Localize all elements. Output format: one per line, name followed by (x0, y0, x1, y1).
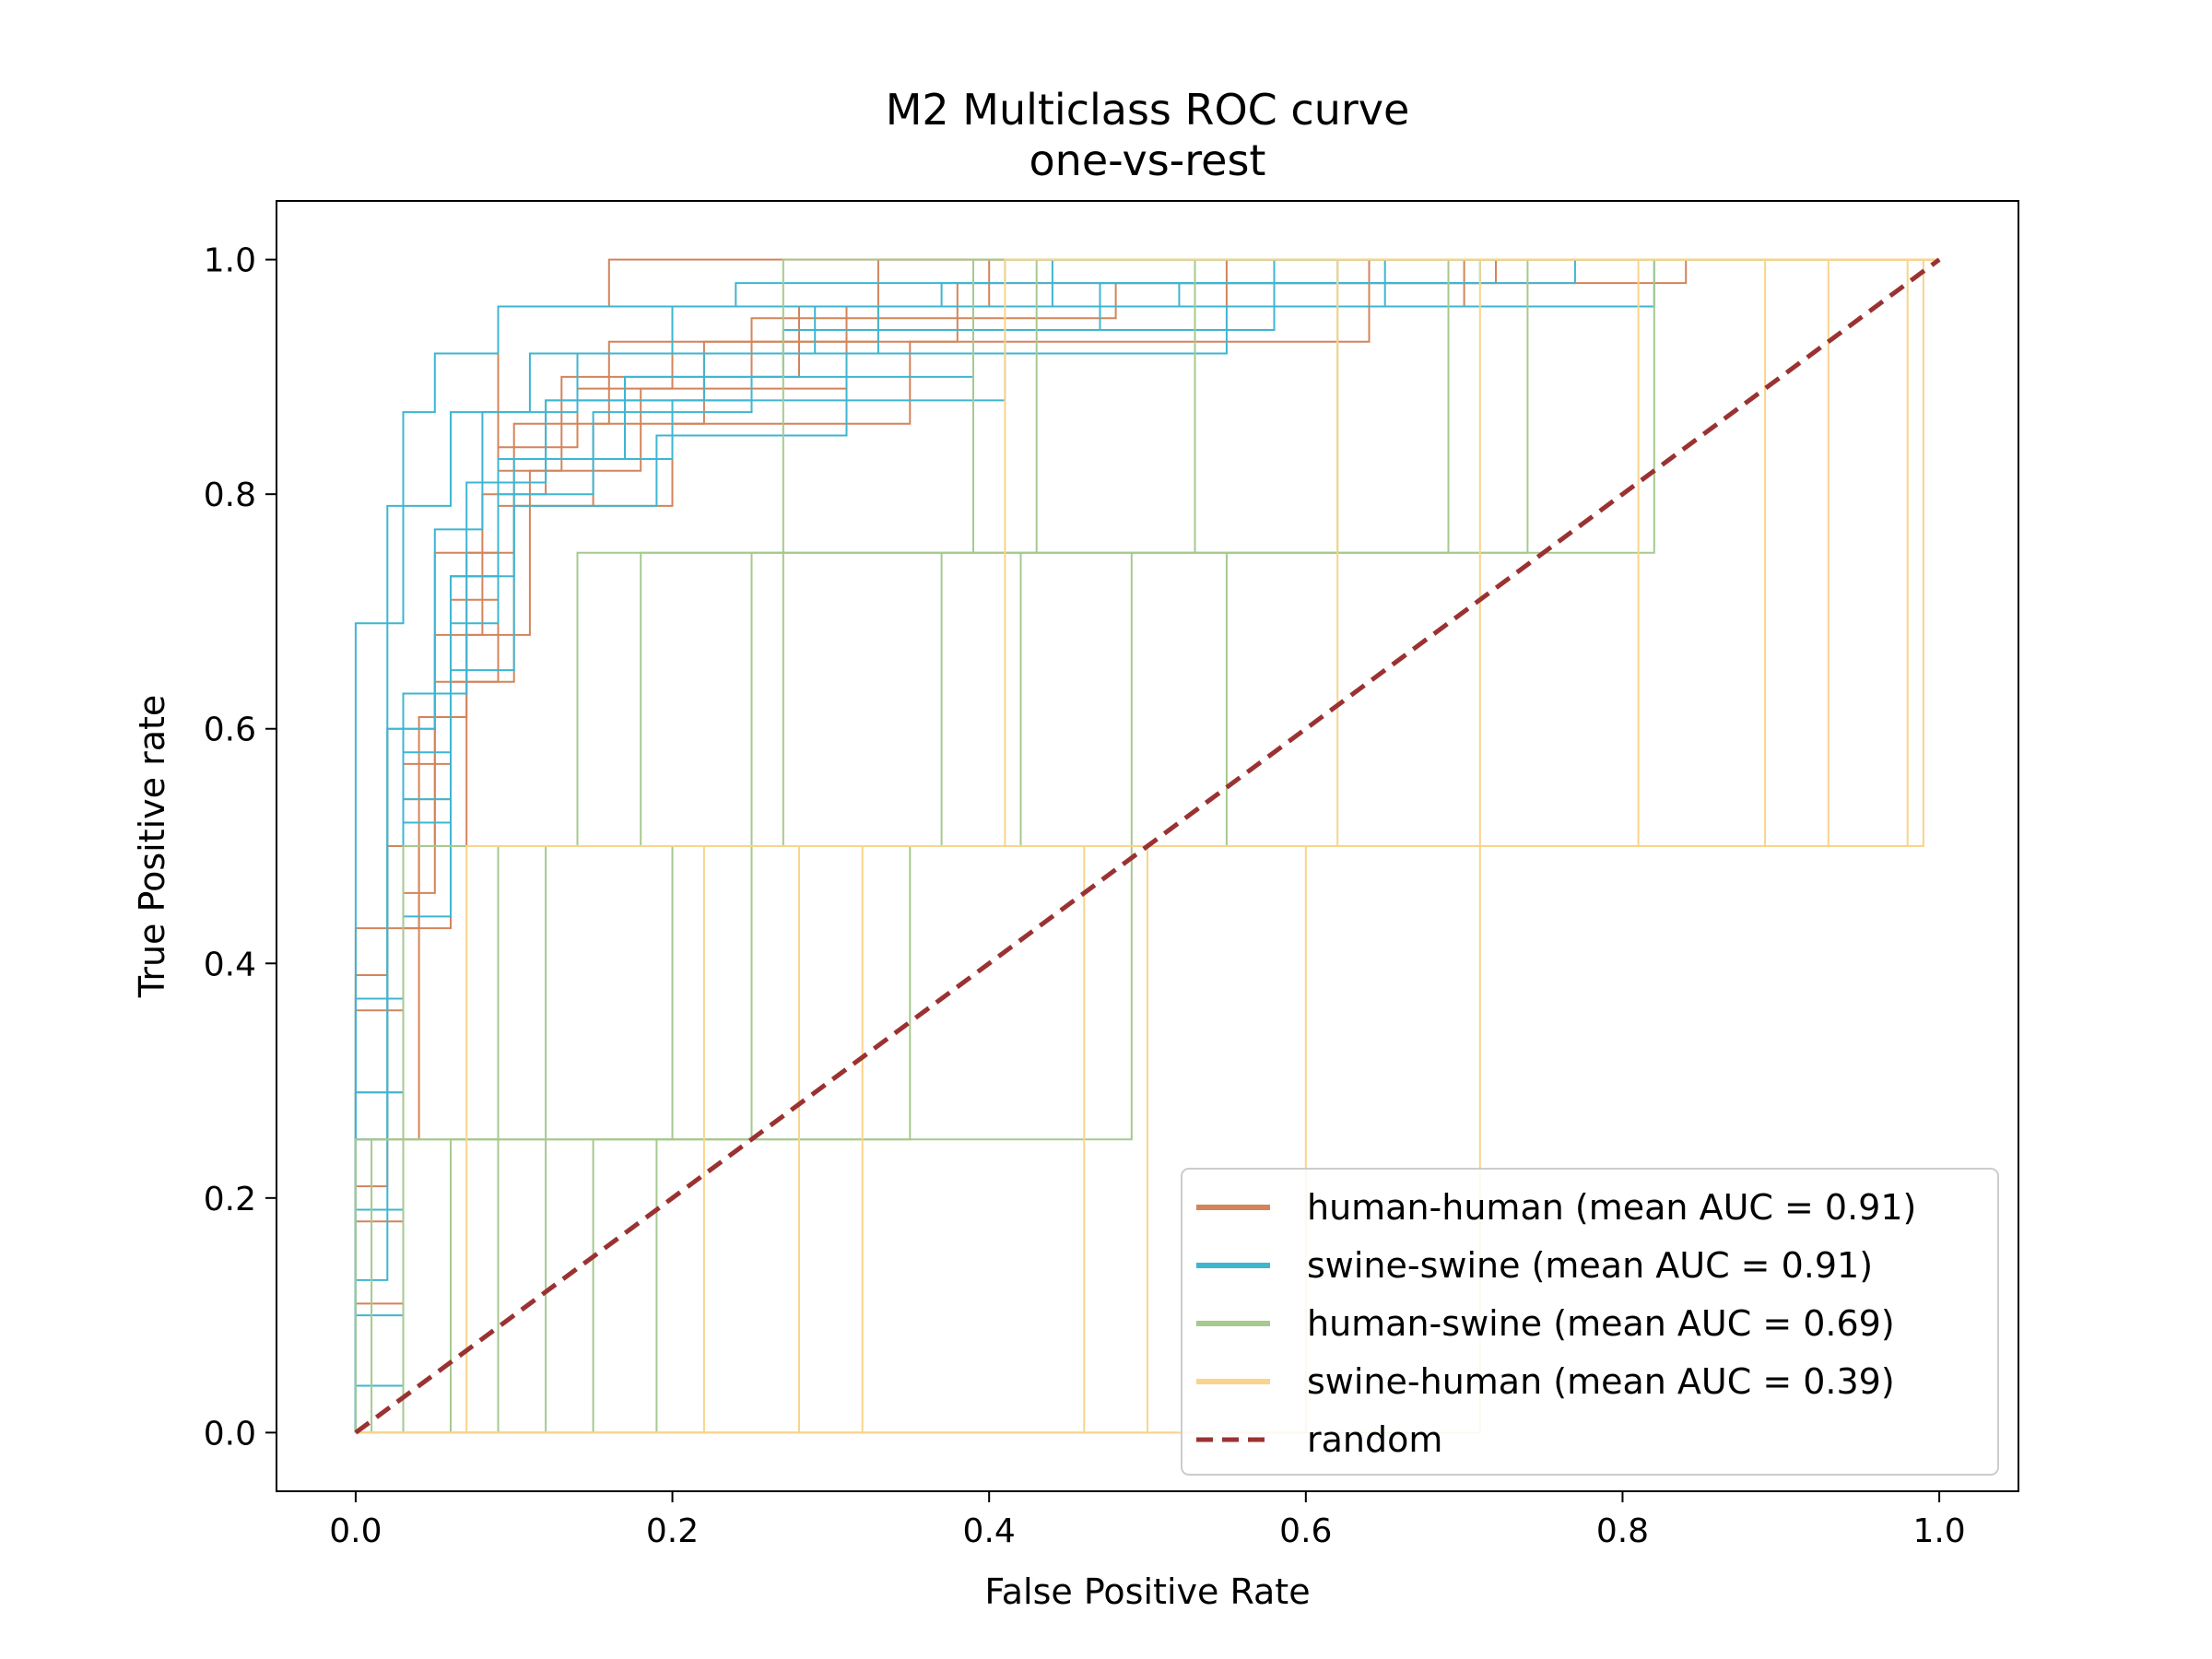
roc-curves (354, 257, 1941, 1435)
legend-label-1: swine-swine (mean AUC = 0.91) (1307, 1245, 1873, 1286)
legend: human-human (mean AUC = 0.91) swine-swine… (1181, 1168, 1999, 1476)
series-2-curve-2 (355, 258, 1940, 1434)
y-tick-label: 0.6 (204, 712, 256, 749)
y-tick-label: 0.4 (204, 946, 256, 983)
y-tick-label: 1.0 (204, 242, 256, 280)
x-tick-label: 0.2 (646, 1512, 699, 1550)
series-3-curve-7 (355, 258, 1940, 1434)
y-axis-label: True Positive rate (132, 695, 172, 999)
y-tick-label: 0.8 (204, 477, 256, 514)
x-tick-label: 0.6 (1279, 1512, 1332, 1550)
legend-label-2: human-swine (mean AUC = 0.69) (1307, 1303, 1895, 1344)
series-2-curve-6 (355, 258, 1940, 1434)
series-3 (355, 258, 1940, 1434)
x-tick-label: 1.0 (1912, 1512, 1965, 1550)
y-tick-label: 0.0 (204, 1415, 256, 1453)
chart-title: M2 Multiclass ROC curve (886, 85, 1410, 135)
series-1 (354, 258, 1940, 1433)
series-4 (354, 257, 1941, 1435)
legend-label-4: random (1307, 1419, 1442, 1460)
legend-label-3: swine-human (mean AUC = 0.39) (1307, 1361, 1895, 1402)
x-tick-label: 0.4 (963, 1512, 1016, 1550)
y-axis-ticks: 0.0 0.2 0.4 0.6 0.8 1.0 (204, 242, 276, 1453)
x-tick-label: 0.0 (329, 1512, 382, 1550)
x-axis-label: False Positive Rate (984, 1571, 1310, 1612)
legend-box (1181, 1168, 1999, 1476)
legend-label-0: human-human (mean AUC = 0.91) (1307, 1187, 1916, 1228)
axes-frame (276, 200, 2019, 1492)
chart-subtitle: one-vs-rest (1030, 135, 1266, 185)
x-tick-label: 0.8 (1596, 1512, 1649, 1550)
random-baseline-line (354, 257, 1941, 1435)
y-tick-label: 0.2 (204, 1181, 256, 1218)
x-axis-ticks: 0.0 0.2 0.4 0.6 0.8 1.0 (329, 1491, 1966, 1550)
